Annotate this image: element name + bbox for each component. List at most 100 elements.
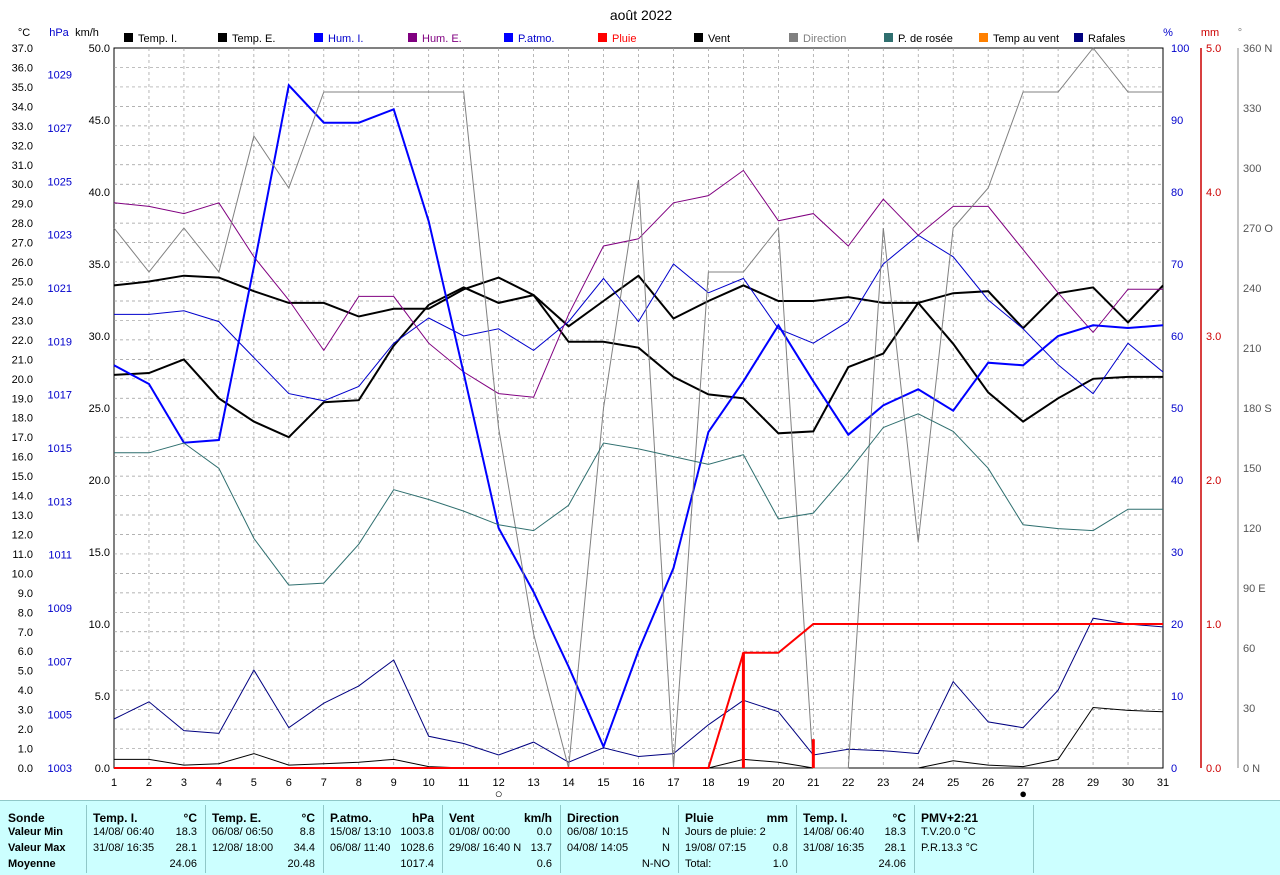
summary-panel: Sonde Valeur Min Valeur Max Moyenne Temp… [0, 800, 1280, 875]
left-unit-label: hPa [49, 27, 69, 39]
mm-tick-label: 0.0 [1206, 763, 1221, 775]
summary-block-unit: hPa [411, 811, 434, 825]
hpa-tick-label: 1019 [48, 336, 72, 348]
series-line-pderose [114, 413, 1163, 586]
mm-tick-label: 3.0 [1206, 331, 1221, 343]
x-tick-label: 24 [912, 777, 924, 789]
temp-tick-label: 37.0 [12, 43, 33, 55]
legend-label: P.atmo. [518, 33, 555, 45]
pct-tick-label: 30 [1171, 547, 1183, 559]
hpa-tick-label: 1003 [48, 763, 72, 775]
temp-tick-label: 31.0 [12, 160, 33, 172]
hpa-tick-label: 1023 [48, 230, 72, 242]
series-line-patmo [113, 83, 1164, 750]
x-tick-label: 25 [947, 777, 959, 789]
temp-tick-label: 22.0 [12, 335, 33, 347]
row-label-min: Valeur Min [8, 826, 64, 838]
temp-tick-label: 29.0 [12, 199, 33, 211]
temp-tick-label: 32.0 [12, 140, 33, 152]
hpa-tick-label: 1021 [48, 283, 72, 295]
deg-tick-label: 360 N [1243, 43, 1272, 55]
summary-cell-value: 28.1 [884, 842, 906, 854]
summary-cell-date: 06/08/ 10:15 [567, 826, 629, 838]
axes: °C hPa km/h% mm °37.036.035.034.033.032.031.… [12, 27, 1274, 789]
summary-cell-value: 0.6 [536, 858, 552, 870]
temp-tick-label: 6.0 [18, 646, 33, 658]
deg-tick-label: 90 E [1243, 583, 1266, 595]
temp-tick-label: 28.0 [12, 218, 33, 230]
row-label-mean: Moyenne [8, 858, 56, 870]
summary-cell-value: 0.8 [772, 842, 788, 854]
weather-chart: août 2022 Temp. I. Temp. E. Hum. I. Hum. E.… [12, 7, 1274, 800]
summary-block: Temp. E. °C 06/08/ 06:50 8.8 12/08/ 18:00 34.… [206, 805, 324, 873]
summary-block-unit: °C [892, 811, 906, 825]
x-tick-label: 19 [737, 777, 749, 789]
legend-label: Temp. I. [138, 33, 177, 45]
mm-tick-label: 1.0 [1206, 619, 1221, 631]
summary-cell-date: Jours de pluie: 2 [685, 826, 766, 838]
left-unit-label: km/h [75, 27, 99, 39]
series-layer: ○ ● [113, 47, 1164, 800]
chart-title: août 2022 [610, 7, 672, 23]
temp-tick-label: 35.0 [12, 82, 33, 94]
temp-tick-label: 2.0 [18, 724, 33, 736]
pct-tick-label: 10 [1171, 691, 1183, 703]
temp-tick-label: 15.0 [12, 471, 33, 483]
legend-label: Vent [708, 33, 730, 45]
summary-cell-value: 1003.8 [400, 826, 434, 838]
temp-tick-label: 5.0 [18, 666, 33, 678]
temp-tick-label: 33.0 [12, 121, 33, 133]
x-tick-label: 13 [527, 777, 539, 789]
summary-block: Direction 06/08/ 10:15 N 04/08/ 14:05 N N-NO [561, 805, 679, 873]
series-line-rafales [113, 617, 1164, 763]
summary-block-header: PMV+2:21 [921, 811, 979, 825]
moon-phase-marker: ● [1019, 786, 1027, 800]
kmh-tick-label: 45.0 [89, 115, 110, 127]
deg-tick-label: 330 [1243, 103, 1261, 115]
summary-block-header: Direction [567, 811, 620, 825]
summary-cell-date: 19/08/ 07:15 [685, 842, 747, 854]
hpa-tick-label: 1011 [48, 550, 72, 562]
series-line-tempe [113, 286, 1163, 439]
legend-label: P. de rosée [898, 33, 953, 45]
x-tick-label: 14 [562, 777, 574, 789]
hpa-tick-label: 1007 [48, 656, 72, 668]
legend-label: Temp au vent [993, 33, 1059, 45]
kmh-tick-label: 5.0 [95, 691, 110, 703]
pct-tick-label: 0 [1171, 763, 1177, 775]
temp-tick-label: 1.0 [18, 744, 33, 756]
series-line-tempi [113, 274, 1164, 330]
summary-cell-value: 18.3 [884, 826, 906, 838]
temp-tick-label: 23.0 [12, 315, 33, 327]
summary-cell-value: 1.0 [772, 858, 788, 870]
summary-row-labels: Sonde Valeur Min Valeur Max Moyenne [0, 805, 87, 873]
temp-tick-label: 0.0 [18, 763, 33, 775]
legend-swatch [314, 33, 323, 42]
row-label-max: Valeur Max [8, 842, 66, 854]
x-tick-label: 26 [982, 777, 994, 789]
mm-tick-label: 5.0 [1206, 43, 1221, 55]
legend-swatch [504, 33, 513, 42]
summary-block: Vent km/h 01/08/ 00:00 0.0 29/08/ 16:40 N 13.… [443, 805, 561, 873]
temp-tick-label: 34.0 [12, 101, 33, 113]
summary-block: Temp. I. °C 14/08/ 06:40 18.3 31/08/ 16:35 28… [797, 805, 915, 873]
x-tick-label: 12 [493, 777, 505, 789]
summary-cell-value: 24.06 [169, 858, 197, 870]
summary-cell-date: T.V.20.0 °C [921, 826, 976, 838]
legend-swatch [124, 33, 133, 42]
x-tick-label: 11 [458, 777, 469, 789]
summary-cell-date: 29/08/ 16:40 N [449, 842, 522, 854]
summary-cell-value: 20.48 [287, 858, 315, 870]
x-tick-label: 16 [632, 777, 644, 789]
x-tick-label: 31 [1157, 777, 1169, 789]
deg-tick-label: 180 S [1243, 403, 1272, 415]
summary-block: P.atmo. hPa 15/08/ 13:10 1003.8 06/08/ 11:40… [324, 805, 443, 873]
summary-cell-value: 34.4 [293, 842, 315, 854]
x-tick-label: 27 [1017, 777, 1029, 789]
x-tick-label: 7 [321, 777, 327, 789]
summary-block-unit: °C [183, 811, 197, 825]
kmh-tick-label: 40.0 [89, 187, 110, 199]
temp-tick-label: 16.0 [12, 452, 33, 464]
pct-tick-label: 50 [1171, 403, 1183, 415]
summary-cell-value: 28.1 [175, 842, 197, 854]
